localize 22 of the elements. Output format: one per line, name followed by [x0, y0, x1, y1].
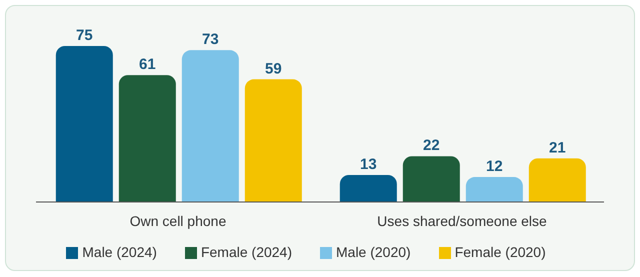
legend-label: Male (2020): [336, 244, 411, 260]
data-label: 22: [423, 137, 440, 154]
bar: [402, 156, 460, 202]
data-label: 59: [265, 60, 282, 78]
data-label: 75: [76, 27, 93, 44]
legend-label: Female (2020): [454, 244, 546, 260]
bar: [56, 46, 113, 202]
bar: [118, 75, 176, 202]
data-label: 61: [139, 56, 156, 74]
data-label: 21: [549, 139, 566, 156]
bar: [244, 79, 302, 202]
x-tick-label: Own cell phone: [130, 212, 226, 229]
bar: [466, 177, 523, 202]
legend-label: Female (2024): [200, 244, 292, 260]
x-tick-label: Uses shared/someone else: [377, 212, 548, 229]
data-label: 13: [360, 156, 377, 173]
bar: [182, 50, 239, 202]
bar: [340, 174, 397, 202]
data-label: 12: [486, 158, 503, 176]
data-label: 73: [202, 31, 219, 48]
bar: [528, 158, 586, 202]
legend-label: Male (2024): [82, 244, 157, 260]
